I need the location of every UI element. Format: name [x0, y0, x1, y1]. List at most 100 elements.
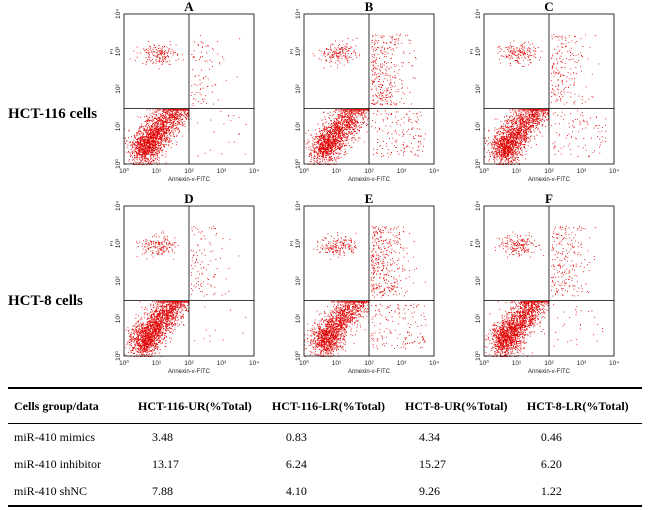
event-dot: [152, 150, 153, 152]
event-dot: [172, 143, 174, 145]
event-dot: [175, 124, 177, 126]
event-dot: [382, 72, 383, 73]
event-dot: [168, 109, 170, 111]
event-dot: [410, 150, 412, 152]
event-dot: [411, 151, 413, 153]
event-dot: [142, 150, 144, 151]
event-dot: [143, 156, 145, 157]
event-dot: [329, 51, 331, 53]
event-dot: [363, 110, 365, 112]
event-dot: [172, 111, 173, 113]
event-dot: [322, 164, 323, 165]
event-dot: [140, 159, 141, 161]
event-dot: [316, 137, 318, 139]
event-dot: [151, 143, 152, 144]
event-dot: [327, 139, 328, 141]
event-dot: [151, 138, 153, 140]
event-dot: [356, 113, 358, 115]
event-dot: [395, 132, 397, 134]
event-dot: [330, 151, 332, 153]
event-dot: [144, 154, 146, 156]
event-dot: [502, 128, 504, 129]
event-dot: [326, 155, 328, 157]
event-dot: [165, 150, 167, 152]
event-dot: [173, 121, 175, 123]
event-dot: [314, 149, 315, 151]
event-dot: [166, 124, 167, 126]
event-dot: [374, 103, 376, 105]
event-dot: [164, 135, 166, 137]
event-dot: [148, 123, 150, 125]
event-dot: [148, 153, 150, 155]
event-dot: [340, 135, 341, 136]
event-dot: [144, 145, 146, 147]
event-dot: [137, 116, 139, 118]
event-dot: [350, 126, 352, 128]
event-dot: [331, 50, 333, 51]
event-dot: [362, 118, 364, 120]
event-dot: [340, 143, 342, 145]
event-dot: [325, 149, 327, 151]
event-dot: [350, 146, 352, 148]
event-dot: [327, 137, 329, 139]
event-dot: [350, 134, 352, 135]
event-dot: [157, 129, 159, 130]
event-dot: [151, 135, 153, 137]
event-dot: [319, 151, 321, 153]
event-dot: [349, 118, 350, 120]
event-dot: [362, 122, 363, 124]
event-dot: [338, 115, 340, 117]
event-dot: [335, 141, 337, 142]
event-dot: [318, 150, 319, 152]
event-dot: [334, 51, 335, 53]
event-dot: [163, 127, 164, 128]
event-dot: [325, 138, 326, 140]
event-dot: [128, 137, 129, 139]
event-dot: [154, 157, 156, 159]
event-dot: [519, 111, 521, 112]
event-dot: [420, 143, 422, 145]
event-dot: [320, 150, 321, 151]
event-dot: [379, 76, 381, 77]
event-dot: [332, 152, 334, 154]
event-dot: [488, 143, 489, 145]
event-dot: [343, 145, 345, 147]
event-dot: [329, 159, 331, 161]
event-dot: [318, 58, 320, 60]
event-dot: [166, 120, 168, 122]
event-dot: [158, 162, 160, 164]
event-dot: [403, 147, 405, 149]
event-dot: [169, 60, 170, 62]
event-dot: [140, 140, 142, 142]
event-dot: [160, 124, 162, 125]
event-dot: [342, 140, 344, 142]
event-dot: [343, 140, 345, 142]
event-dot: [402, 86, 403, 88]
event-dot: [348, 112, 350, 114]
event-dot: [383, 155, 384, 157]
event-dot: [382, 118, 384, 120]
event-dot: [149, 137, 151, 138]
event-dot: [375, 94, 376, 96]
event-dot: [146, 152, 148, 154]
event-dot: [153, 160, 154, 162]
event-dot: [165, 162, 167, 164]
event-dot: [167, 112, 168, 114]
event-dot: [194, 83, 196, 85]
event-dot: [376, 76, 378, 78]
event-dot: [349, 111, 351, 113]
event-dot: [158, 147, 159, 149]
event-dot: [337, 138, 339, 140]
event-dot: [319, 146, 321, 148]
event-dot: [380, 83, 381, 85]
event-dot: [374, 85, 376, 87]
event-dot: [167, 109, 169, 111]
event-dot: [317, 141, 318, 142]
event-dot: [374, 54, 376, 56]
event-dot: [394, 41, 396, 43]
event-dot: [171, 109, 173, 111]
event-dot: [332, 123, 334, 125]
event-dot: [186, 118, 188, 120]
event-dot: [136, 155, 138, 156]
event-dot: [144, 144, 146, 146]
